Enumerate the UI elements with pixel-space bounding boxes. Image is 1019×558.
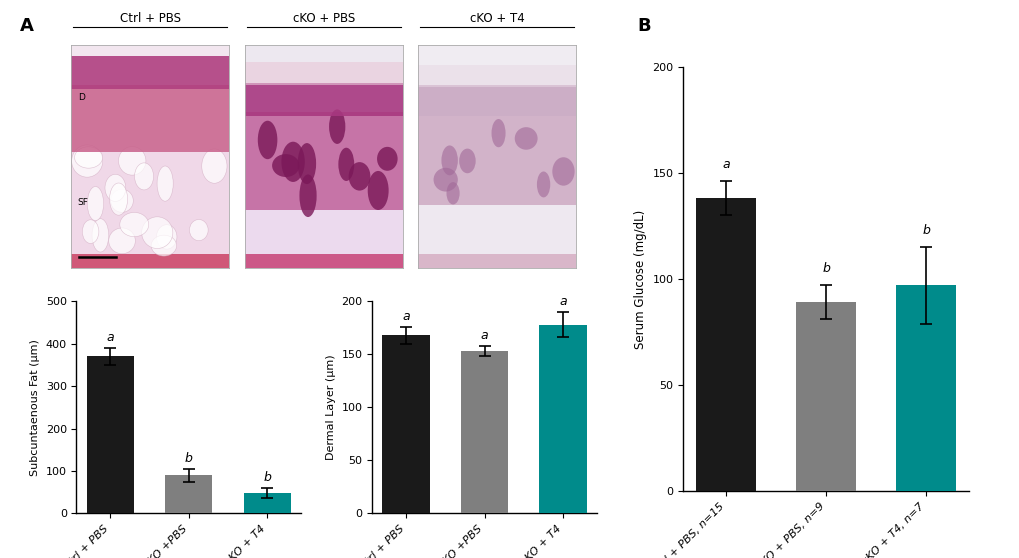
Bar [896, 285, 955, 491]
Bar [71, 252, 229, 268]
Ellipse shape [110, 189, 133, 213]
Bar [71, 85, 229, 152]
Bar [165, 475, 212, 513]
Bar [245, 83, 403, 116]
Ellipse shape [119, 213, 149, 237]
Ellipse shape [441, 146, 458, 175]
Ellipse shape [142, 217, 172, 248]
Bar [696, 199, 755, 491]
Ellipse shape [446, 182, 460, 204]
Text: a: a [401, 310, 410, 323]
Ellipse shape [74, 147, 103, 168]
Bar [245, 210, 403, 254]
Bar [418, 65, 576, 87]
Text: SF: SF [77, 198, 89, 208]
Bar [461, 351, 507, 513]
Text: a: a [480, 329, 488, 341]
Bar [539, 325, 586, 513]
Ellipse shape [433, 168, 458, 191]
Ellipse shape [281, 142, 305, 182]
Bar [418, 252, 576, 268]
Ellipse shape [83, 220, 99, 243]
Ellipse shape [515, 127, 537, 150]
Ellipse shape [272, 154, 300, 177]
Bar [796, 302, 855, 491]
Ellipse shape [88, 186, 104, 220]
Ellipse shape [151, 235, 176, 256]
Y-axis label: Dermal Layer (μm): Dermal Layer (μm) [326, 354, 335, 460]
Ellipse shape [368, 171, 388, 210]
Ellipse shape [190, 219, 208, 240]
Bar [382, 335, 429, 513]
Ellipse shape [118, 147, 146, 175]
Ellipse shape [258, 121, 277, 159]
Text: A: A [20, 17, 35, 35]
Bar [245, 252, 403, 268]
Bar [418, 85, 576, 116]
Text: a: a [558, 295, 567, 307]
Bar [245, 62, 403, 85]
Bar [71, 152, 229, 254]
Text: a: a [721, 158, 730, 171]
Ellipse shape [135, 163, 154, 190]
Text: b: b [184, 451, 193, 465]
Ellipse shape [551, 157, 574, 186]
Text: cKO + PBS: cKO + PBS [292, 12, 355, 25]
Bar [245, 112, 403, 210]
Ellipse shape [156, 225, 176, 249]
Y-axis label: Subcuntaenous Fat (μm): Subcuntaenous Fat (μm) [31, 339, 40, 476]
Ellipse shape [459, 148, 475, 173]
Bar [71, 56, 229, 89]
Ellipse shape [105, 174, 125, 201]
Ellipse shape [71, 145, 103, 177]
Ellipse shape [157, 166, 173, 201]
Ellipse shape [202, 149, 227, 183]
Text: b: b [263, 471, 271, 484]
Ellipse shape [338, 148, 354, 181]
Text: D: D [77, 93, 85, 103]
Ellipse shape [109, 183, 127, 215]
Ellipse shape [92, 219, 109, 252]
Ellipse shape [348, 162, 370, 191]
Ellipse shape [491, 119, 505, 147]
Ellipse shape [377, 147, 397, 171]
Ellipse shape [329, 109, 345, 144]
Text: b: b [921, 224, 929, 237]
Bar [87, 357, 133, 513]
Ellipse shape [109, 228, 136, 254]
Text: B: B [637, 17, 650, 35]
Text: cKO + T4: cKO + T4 [470, 12, 524, 25]
Ellipse shape [536, 171, 549, 198]
Y-axis label: Serum Glucose (mg/dL): Serum Glucose (mg/dL) [634, 209, 646, 349]
Text: Ctrl + PBS: Ctrl + PBS [120, 12, 180, 25]
Bar [244, 493, 290, 513]
Ellipse shape [300, 175, 316, 217]
Bar [418, 116, 576, 205]
Ellipse shape [298, 143, 316, 184]
Bar [418, 205, 576, 254]
Text: b: b [821, 262, 829, 275]
Text: a: a [106, 331, 114, 344]
